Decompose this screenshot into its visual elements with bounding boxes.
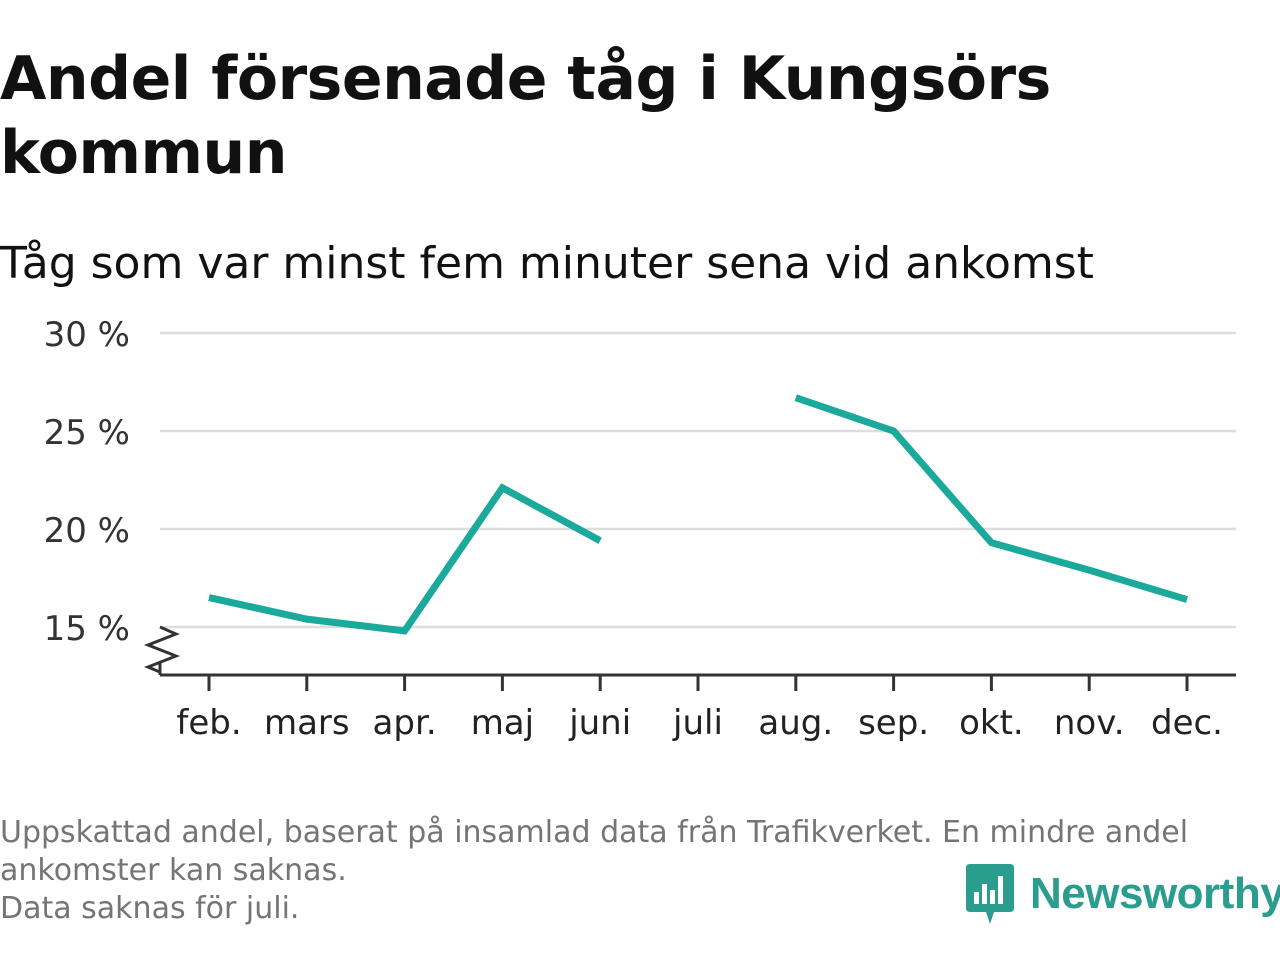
x-tick-label: juli (672, 703, 723, 743)
series-lines (208, 394, 1189, 635)
x-tick-label: apr. (373, 703, 437, 743)
y-tick-label: 30 % (44, 315, 130, 355)
line-chart: 15 % 20 % 25 % 30 % feb. mars apr. maj juni juli… (44, 315, 1236, 743)
y-tick-label: 20 % (44, 511, 130, 551)
x-axis-tick-labels: feb. mars apr. maj juni juli aug. sep. okt. nov. d… (176, 703, 1223, 743)
y-tick-label: 25 % (44, 413, 130, 453)
series-line-segment (208, 483, 602, 635)
x-tick-label: nov. (1054, 703, 1125, 743)
x-tick-label: sep. (858, 703, 929, 743)
chart-subtitle: Tåg som var minst fem minuter sena vid a… (0, 238, 1094, 289)
footnote-note: Data saknas för juli. (0, 891, 300, 926)
newsworthy-logo-icon (966, 864, 1014, 924)
chart-title: Andel försenade tåg i Kungsörs kommun (0, 44, 1051, 188)
x-tick-label: juni (568, 703, 631, 743)
axis-break-marker (143, 625, 181, 674)
brand-name: Newsworthy (1030, 869, 1280, 918)
x-tick-label: aug. (758, 703, 833, 743)
footnote-line: ankomster kan saknas. (0, 853, 347, 888)
gridlines (160, 331, 1236, 629)
footnote-line: Uppskattad andel, baserat på insamlad da… (0, 815, 1189, 850)
y-axis-tick-labels: 15 % 20 % 25 % 30 % (44, 315, 130, 649)
y-tick-label: 15 % (44, 609, 130, 649)
footnote: Uppskattad andel, baserat på insamlad da… (0, 814, 1270, 928)
x-tick-label: dec. (1151, 703, 1223, 743)
x-tick-label: mars (264, 703, 350, 743)
series-line-segment (794, 394, 1189, 603)
x-tick-label: feb. (176, 703, 241, 743)
x-tick-label: okt. (959, 703, 1024, 743)
x-axis (143, 625, 1236, 691)
x-tick-label: maj (471, 703, 534, 743)
brand-logo: Newsworthy (964, 862, 1280, 926)
